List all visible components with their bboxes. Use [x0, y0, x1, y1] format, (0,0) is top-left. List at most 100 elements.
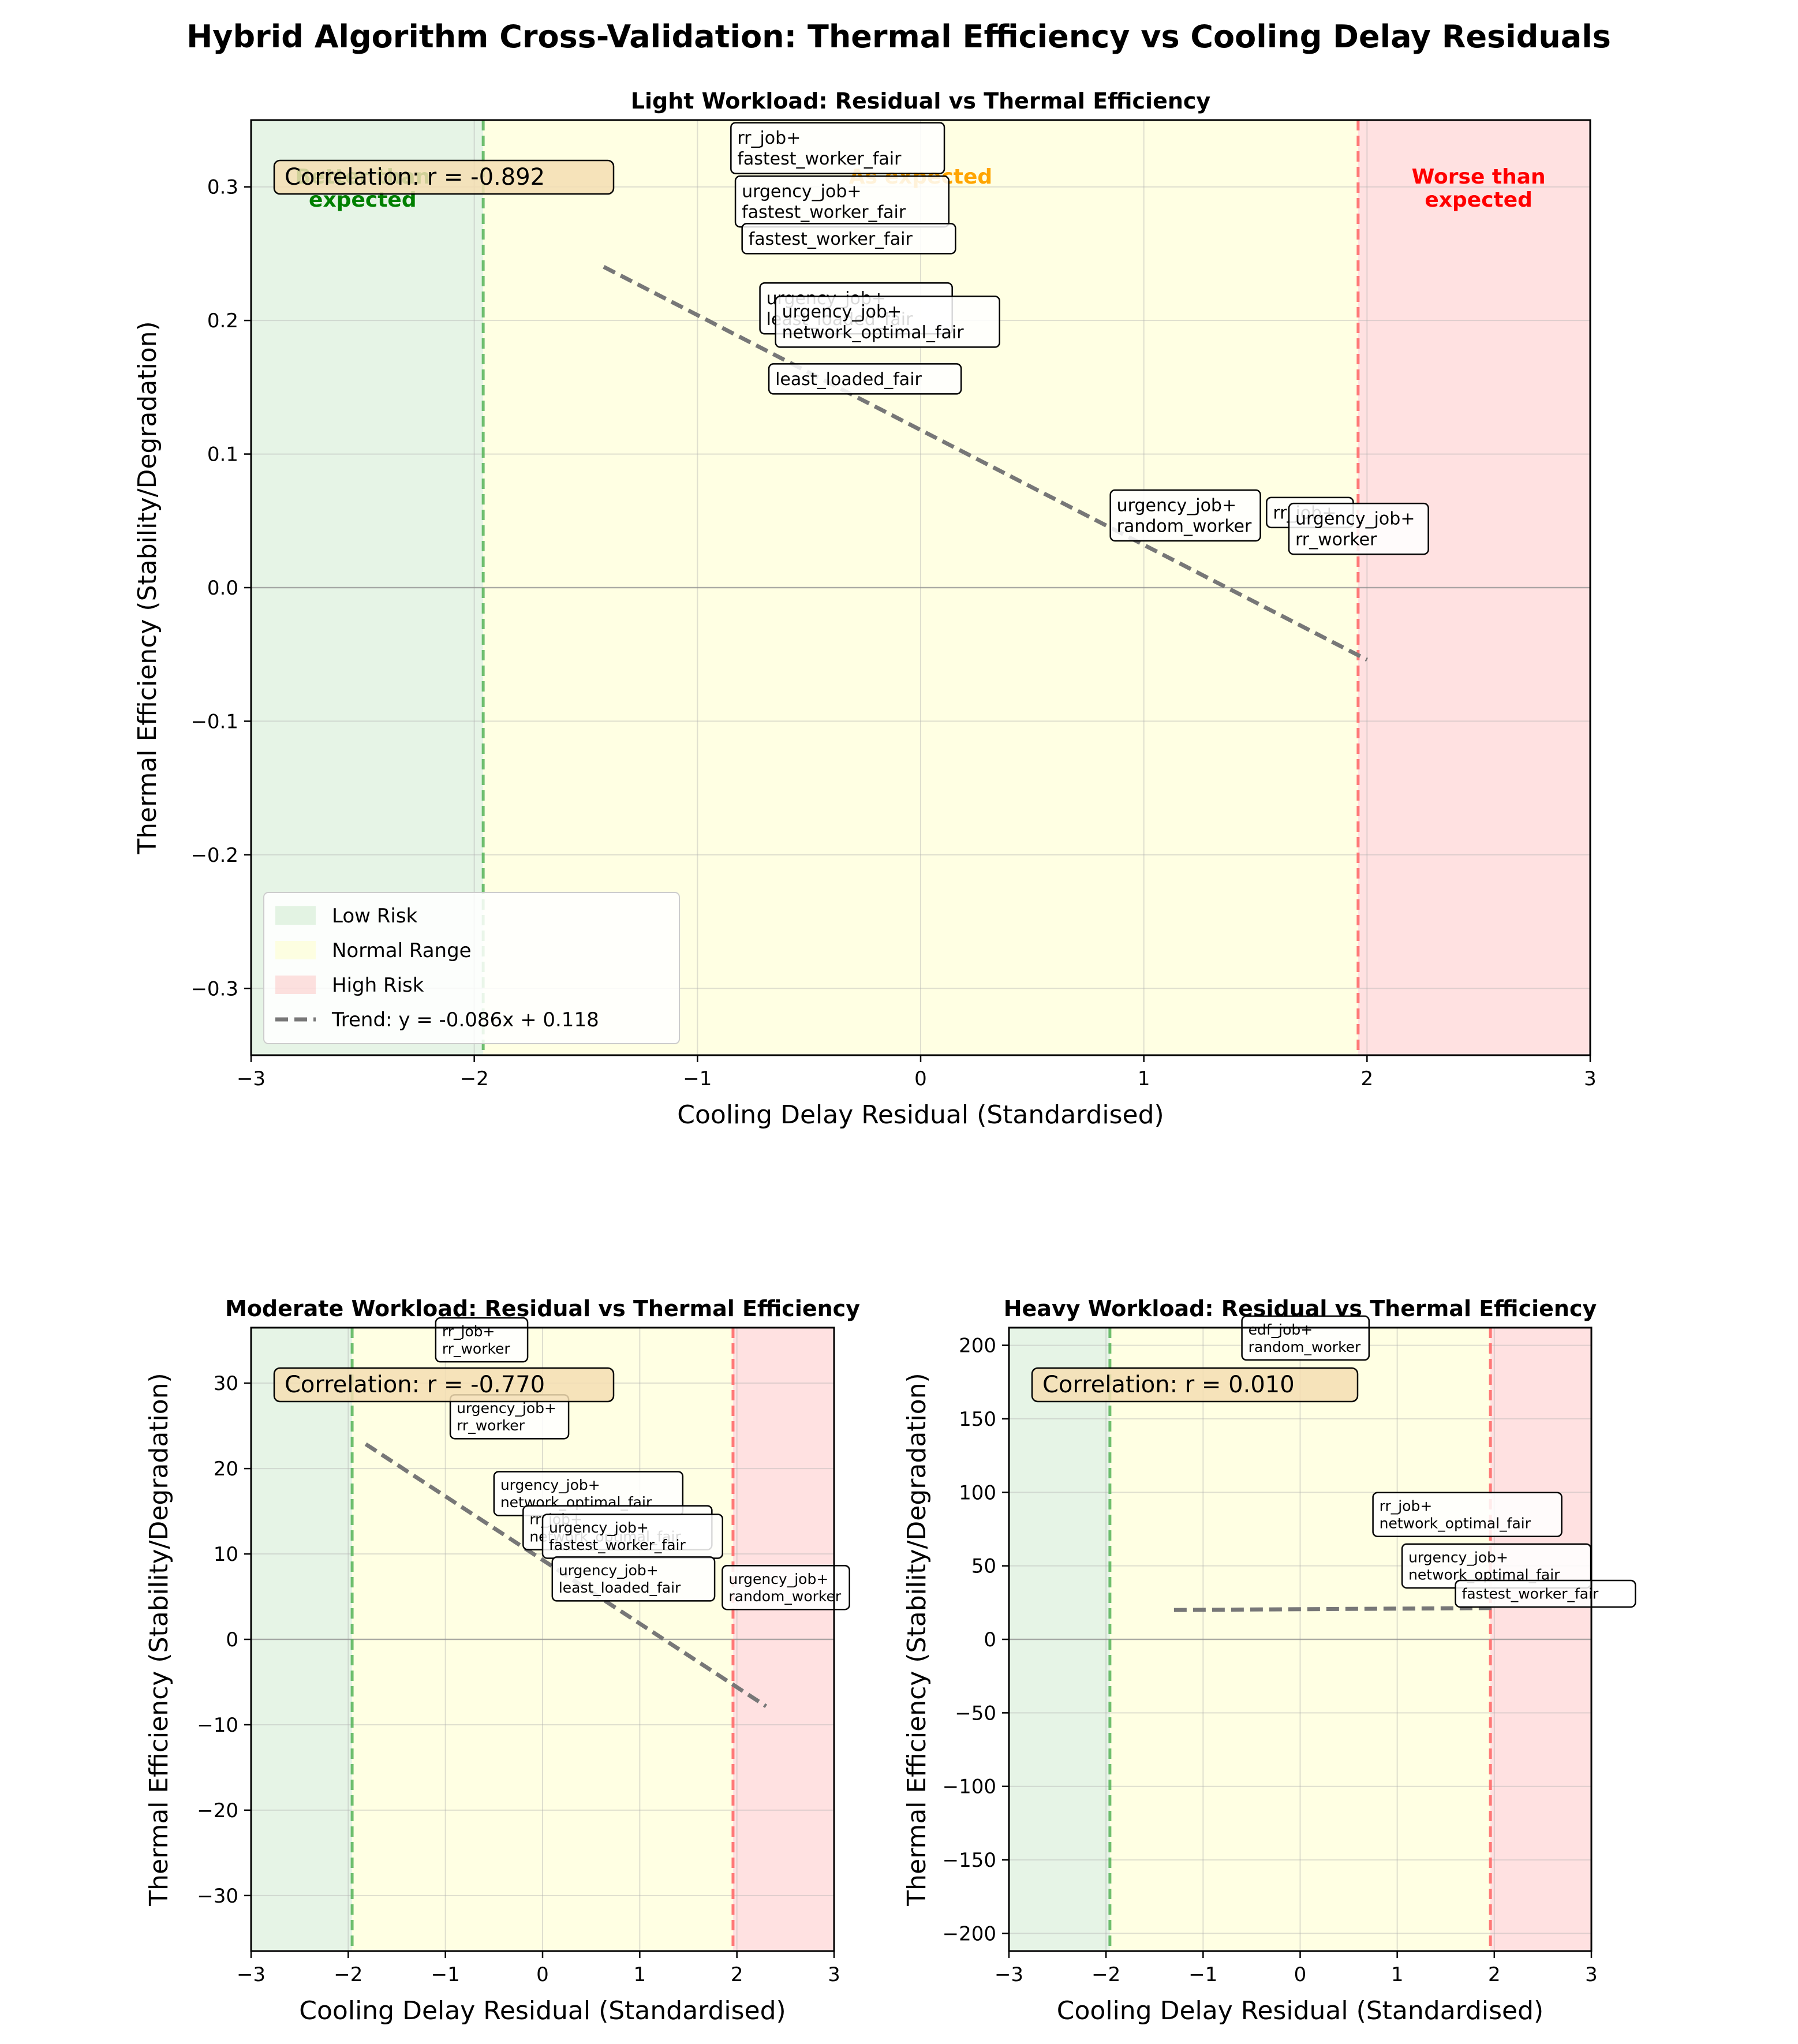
- correlation-box: Correlation: r = -0.770: [273, 1367, 615, 1403]
- point-label-1: urgency_job+ rr_worker: [449, 1394, 570, 1440]
- point-label-text-line: urgency_job+: [500, 1477, 600, 1493]
- point-label-text-line: rr_job+: [737, 128, 801, 148]
- point-label-box: [1288, 502, 1429, 555]
- x-tick-label: −1: [431, 1963, 460, 1986]
- correlation-text: Correlation: r = 0.010: [1042, 1372, 1295, 1398]
- y-tick-label: −50: [955, 1702, 996, 1725]
- point-label-text-line: random_worker: [1248, 1339, 1361, 1355]
- point-label-3: fastest_worker_fair: [1455, 1579, 1636, 1608]
- point-label-text-line: rr_job+: [1380, 1497, 1433, 1514]
- x-tick-label: 2: [1488, 1963, 1501, 1986]
- x-tick-label: −1: [1188, 1963, 1217, 1986]
- y-tick-label: −30: [197, 1885, 238, 1908]
- point-label-text-line: random_worker: [1117, 517, 1252, 537]
- point-label-text-line: urgency_job+: [457, 1400, 556, 1417]
- point-label-text-line: rr_worker: [457, 1417, 525, 1434]
- legend-swatch: [275, 941, 316, 959]
- correlation-box: Correlation: r = 0.010: [1031, 1367, 1359, 1403]
- y-tick-label: 50: [971, 1555, 996, 1578]
- point-label-text: edf_job+ random_worker: [1248, 1321, 1361, 1355]
- x-tick-label: 1: [1138, 1067, 1150, 1090]
- x-tick-label: −1: [683, 1067, 712, 1090]
- point-label-text-line: fastest_worker_fair: [549, 1537, 686, 1553]
- x-tick-label: 2: [1361, 1067, 1374, 1090]
- point-label-text-line: fastest_worker_fair: [1462, 1586, 1599, 1602]
- panel-title: Moderate Workload: Residual vs Thermal E…: [225, 1296, 860, 1321]
- point-label-box: [551, 1556, 716, 1602]
- point-label-text-line: urgency_job+: [1117, 496, 1236, 516]
- point-label-text-line: network_optimal_fair: [782, 323, 965, 343]
- x-tick-label: −2: [334, 1963, 362, 1986]
- x-tick-label: 0: [914, 1067, 927, 1090]
- trend-line: [603, 265, 1368, 662]
- point-label-text: urgency_job+ fastest_worker_fair: [549, 1519, 686, 1553]
- point-label-text: urgency_job+ random_worker: [728, 1571, 841, 1605]
- point-label-4: urgency_job+ network_optimal_fair: [775, 296, 1000, 348]
- y-tick-label: 0.0: [207, 577, 238, 600]
- point-label-4: urgency_job+ fastest_worker_fair: [541, 1514, 723, 1559]
- panel-2: edf_job+ random_worker rr_job+ network_opti…: [902, 1296, 1636, 2026]
- point-label-box: [1455, 1579, 1636, 1608]
- point-label-0: edf_job+ random_worker: [1241, 1315, 1370, 1361]
- x-tick-label: 1: [1391, 1963, 1404, 1986]
- correlation-text: Correlation: r = -0.770: [285, 1372, 545, 1398]
- y-axis-label: Thermal Efficiency (Stability/Degradatio…: [144, 1373, 174, 1906]
- point-label-text-line: fastest_worker_fair: [737, 149, 902, 169]
- y-tick-label: 200: [959, 1335, 996, 1358]
- y-axis-label: Thermal Efficiency (Stability/Degradatio…: [902, 1373, 932, 1906]
- y-tick-label: 0: [984, 1628, 996, 1651]
- point-label-box: [1372, 1492, 1562, 1537]
- y-tick-label: 100: [959, 1481, 996, 1504]
- point-label-box: [741, 223, 956, 255]
- point-label-text: urgency_job+least_loaded_fair: [559, 1562, 681, 1596]
- point-label-text-line: rr_worker: [1295, 530, 1377, 550]
- point-label-text: rr_job+ rr_worker: [442, 1323, 511, 1357]
- point-label-1: urgency_job+ fastest_worker_fair: [734, 175, 950, 228]
- x-tick-label: 3: [1584, 1067, 1597, 1090]
- point-label-text-line: urgency_job+: [1408, 1549, 1508, 1566]
- y-tick-label: 20: [214, 1458, 238, 1481]
- point-label-0: rr_job+ rr_worker: [435, 1317, 529, 1363]
- legend-box: [263, 892, 680, 1044]
- x-tick-label: −2: [460, 1067, 489, 1090]
- point-label-box: [435, 1317, 529, 1363]
- x-axis-label: Cooling Delay Residual (Standardised): [677, 1100, 1164, 1130]
- x-tick-label: −3: [995, 1963, 1023, 1986]
- point-label-text-line: rr_worker: [442, 1340, 511, 1357]
- point-label-text-line: urgency_job+: [742, 182, 861, 202]
- point-label-text-line: rr_job+: [442, 1323, 495, 1340]
- point-label-text: rr_job+ fastest_worker_fair: [737, 128, 902, 169]
- point-label-text: urgency_job+ rr_worker: [1295, 509, 1415, 550]
- point-label-2: fastest_worker_fair: [741, 223, 956, 255]
- point-label-1: rr_job+ network_optimal_fair: [1372, 1492, 1562, 1537]
- point-label-text-line: urgency_job+: [549, 1519, 649, 1536]
- point-label-text: urgency_job+ fastest_worker_fair: [742, 182, 906, 223]
- point-label-text-line: urgency_job+: [1295, 509, 1415, 529]
- correlation-box-bg: [273, 159, 615, 195]
- y-tick-label: −0.3: [190, 977, 238, 1000]
- y-tick-label: 0.1: [207, 443, 238, 466]
- x-tick-label: 0: [536, 1963, 549, 1986]
- y-tick-label: −0.2: [190, 844, 238, 867]
- panel-title: Heavy Workload: Residual vs Thermal Effi…: [1004, 1296, 1597, 1321]
- point-label-text-line: edf_job+: [1248, 1321, 1313, 1338]
- point-label-6: urgency_job+ random_worker: [722, 1564, 850, 1610]
- point-label-text-line: urgency_job+: [559, 1562, 659, 1579]
- y-tick-label: −150: [943, 1849, 996, 1872]
- y-tick-label: 0.2: [207, 309, 238, 332]
- correlation-text: Correlation: r = -0.892: [285, 164, 545, 190]
- point-label-box: [768, 363, 962, 395]
- y-axis-label: Thermal Efficiency (Stability/Degradatio…: [133, 321, 162, 854]
- point-label-8: urgency_job+ rr_worker: [1288, 502, 1429, 555]
- y-tick-label: 30: [214, 1372, 238, 1395]
- point-label-box: [775, 296, 1000, 348]
- correlation-box-bg: [1031, 1367, 1359, 1403]
- point-label-text-line: least_loaded_fair: [775, 369, 922, 390]
- y-tick-label: 0: [226, 1628, 238, 1651]
- point-label-text: fastest_worker_fair: [1462, 1586, 1599, 1602]
- y-tick-label: −20: [197, 1799, 238, 1822]
- x-tick-label: −3: [237, 1963, 266, 1986]
- figure-title: Hybrid Algorithm Cross-Validation: Therm…: [186, 18, 1611, 55]
